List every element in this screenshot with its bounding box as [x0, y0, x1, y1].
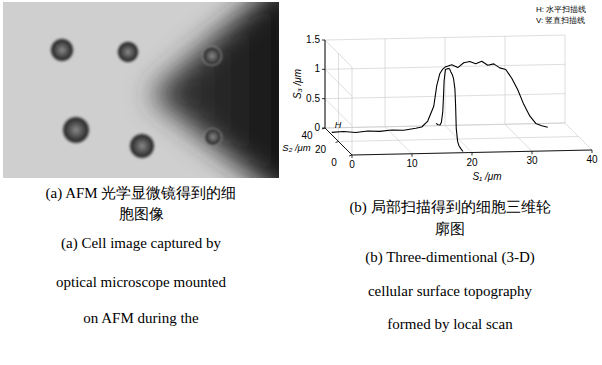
grid-line [325, 123, 565, 128]
cantilever-shadow [150, 2, 279, 178]
z-tick-label: 0.5 [306, 93, 320, 104]
y-tick [349, 155, 352, 156]
y-axis-title: S₂ /μm [282, 142, 310, 153]
cell [129, 133, 155, 159]
z-tick-label: 1 [314, 63, 320, 74]
profile-chart: 0102030400204000.511.5S₁ /μmS₂ /μmS₃ /μm… [282, 5, 598, 182]
grid-line [325, 123, 565, 128]
x-tick [412, 154, 413, 157]
cell [62, 116, 90, 144]
cell [202, 46, 222, 66]
cell [117, 41, 139, 63]
grid-line [352, 150, 592, 155]
z-axis-title: S₃ /μm [292, 69, 303, 99]
y-tick-label: 0 [331, 157, 337, 168]
z-tick-label: 1.5 [306, 34, 320, 45]
x-tick [532, 151, 533, 154]
caption-line: (b) Three-dimentional (3-D) [365, 249, 535, 266]
z-tick-label: 0 [314, 122, 320, 133]
z-tick [322, 98, 325, 99]
grid-line [385, 39, 386, 127]
grid-line [505, 36, 506, 124]
grid-line [325, 40, 352, 67]
caption-line: (b) 局部扫描得到的细胞三维轮 [349, 199, 550, 216]
z-tick [322, 69, 325, 70]
legend-entry: V: 竖直扫描线 [536, 16, 585, 25]
profile-line [436, 69, 463, 152]
data-lines [332, 61, 548, 151]
grid-line [325, 69, 352, 96]
grid-line [339, 137, 579, 142]
caption-line: formed by local scan [387, 316, 513, 332]
legend-entry: H: 水平扫描线 [536, 5, 586, 14]
x-tick-label: 40 [586, 154, 598, 165]
grid-line [352, 67, 353, 155]
grid-line [325, 94, 565, 99]
z-tick [322, 128, 325, 129]
grid [325, 35, 592, 155]
x-tick-label: 20 [466, 157, 478, 168]
figure: 0102030400204000.511.5S₁ /μmS₂ /μmS₃ /μm… [0, 0, 602, 365]
axes [322, 40, 592, 158]
cell-photo [3, 2, 279, 178]
x-tick-label: 30 [526, 155, 538, 166]
y-tick-label: 20 [315, 144, 327, 155]
annotations: H [335, 120, 342, 130]
x-tick-label: 0 [349, 159, 355, 170]
y-tick [336, 142, 339, 143]
profile-line [332, 61, 548, 132]
grid-line [565, 35, 566, 123]
grid-line [445, 38, 446, 126]
tick-labels: 0102030400204000.511.5 [301, 34, 598, 170]
caption-line: 胞图像 [119, 206, 164, 222]
grid-line [325, 40, 326, 128]
x-tick [592, 150, 593, 153]
caption-line: cellular surface topography [368, 283, 533, 299]
grid-line [325, 40, 326, 128]
z-tick [322, 40, 325, 41]
legend: H: 水平扫描线 V: 竖直扫描线 [536, 5, 586, 25]
caption-line: 廓图 [435, 221, 465, 237]
caption-line: optical microscope mounted [56, 274, 226, 290]
line-annotation: H [335, 120, 342, 130]
x-axis-title: S₁ /μm [472, 171, 501, 182]
x-tick-label: 10 [406, 158, 418, 169]
y-tick-label: 40 [301, 130, 313, 141]
y-tick [322, 128, 325, 129]
x-tick [472, 153, 473, 156]
caption-line: on AFM during the [83, 310, 199, 326]
captions: (a) AFM 光学显微镜得到的细胞图像 (a) Cell image captu… [46, 185, 551, 332]
caption-line: (a) Cell image captured by [61, 235, 221, 252]
grid-line [325, 35, 565, 40]
cell [50, 38, 74, 62]
x-axis [352, 150, 592, 155]
z-axis [325, 40, 326, 128]
caption-line: (a) AFM 光学显微镜得到的细 [46, 185, 237, 202]
cell [204, 128, 222, 146]
